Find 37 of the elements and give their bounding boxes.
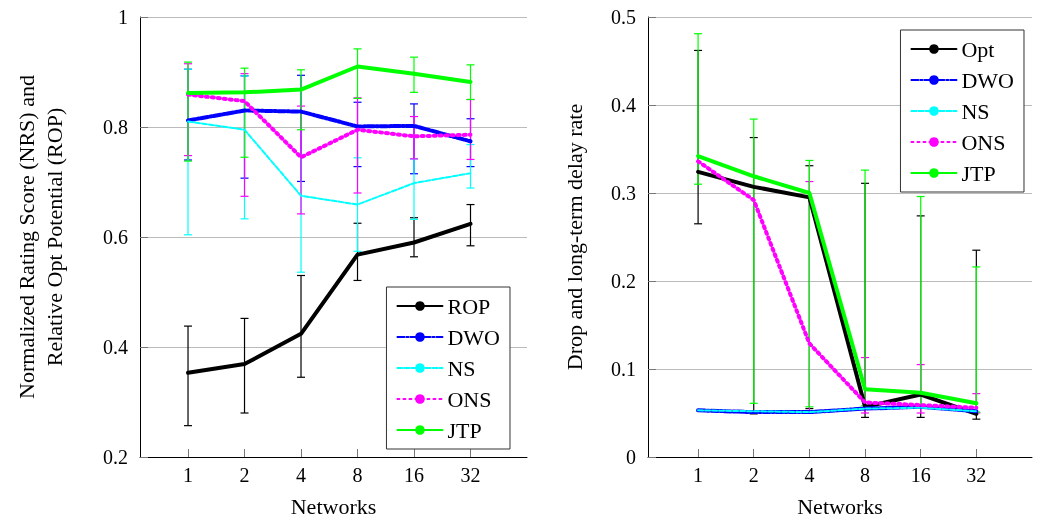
legend-label: Opt	[961, 36, 995, 62]
y-tick-label: 1	[118, 6, 128, 28]
legend-label: JTP	[447, 417, 482, 443]
legend-label: ONS	[447, 386, 492, 412]
y-tick-label: 0.4	[611, 94, 636, 116]
legend-label: NS	[961, 98, 990, 124]
x-tick-label: 8	[860, 464, 871, 486]
x-tick-label: 8	[352, 464, 363, 486]
y-axis-title: Drop and long-term delay rate	[561, 103, 587, 371]
legend-label: ROP	[447, 293, 491, 319]
x-tick-label: 2	[748, 464, 759, 486]
x-tick-label: 4	[296, 464, 307, 486]
y-tick-label: 0	[626, 446, 636, 468]
x-tick-label: 16	[404, 464, 425, 486]
legend-label: JTP	[961, 160, 996, 186]
x-tick-label: 1	[183, 464, 194, 486]
x-tick-label: 32	[460, 464, 481, 486]
legend-label: DWO	[961, 67, 1015, 93]
x-tick-label: 2	[239, 464, 250, 486]
y-tick-label: 0.4	[103, 336, 128, 358]
y-tick-label: 0.2	[103, 446, 128, 468]
y-axis-title: Normalized Rating Score (NRS) and Relative Opt Potential (ROP)	[13, 75, 67, 399]
x-axis-title: Networks	[290, 493, 377, 519]
legend-label: ONS	[961, 129, 1006, 155]
x-axis-title: Networks	[797, 493, 883, 519]
y-tick-label: 0.6	[103, 226, 128, 248]
y-tick-label: 0.1	[611, 358, 636, 380]
y-tick-label: 0.8	[103, 116, 128, 138]
x-tick-label: 1	[693, 464, 704, 486]
legend-label: NS	[447, 355, 476, 381]
y-tick-label: 0.3	[611, 182, 636, 204]
legend-label: DWO	[447, 324, 501, 350]
x-tick-label: 32	[966, 464, 987, 486]
x-tick-label: 16	[910, 464, 931, 486]
y-tick-label: 0.5	[611, 6, 636, 28]
x-tick-label: 4	[804, 464, 815, 486]
y-tick-label: 0.2	[611, 270, 636, 292]
